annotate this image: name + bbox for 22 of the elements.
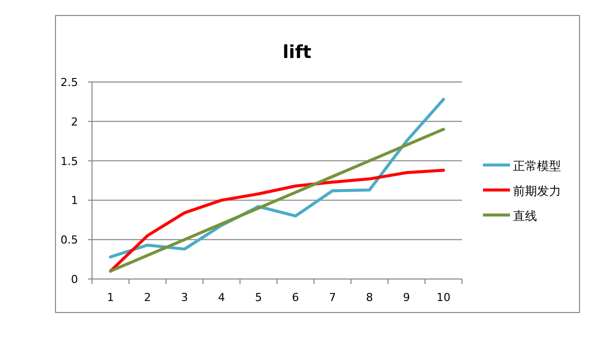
x-tick-label: 4	[218, 291, 225, 304]
legend-label: 直线	[513, 209, 537, 223]
legend-label: 前期发力	[513, 184, 561, 198]
y-tick-label: 0	[71, 273, 78, 286]
x-tick-label: 3	[181, 291, 188, 304]
legend-label: 正常模型	[513, 159, 561, 173]
x-tick-label: 10	[436, 291, 450, 304]
y-tick-label: 1.5	[60, 154, 78, 168]
y-tick-label: 2	[71, 115, 78, 128]
x-tick-label: 9	[403, 291, 410, 304]
y-tick-label: 0.5	[60, 234, 78, 247]
x-tick-label: 5	[255, 291, 262, 304]
x-tick-label: 6	[292, 291, 299, 304]
line-series	[109, 168, 445, 273]
y-tick-label: 1	[71, 194, 78, 208]
x-tick-label: 7	[329, 291, 336, 304]
x-tick-label: 2	[144, 291, 151, 304]
x-tick-label: 8	[366, 291, 373, 304]
line-series	[109, 128, 445, 273]
y-tick-label: 2.5	[60, 76, 78, 89]
chart-title: lift	[282, 42, 312, 63]
x-tick-label: 1	[107, 291, 114, 304]
